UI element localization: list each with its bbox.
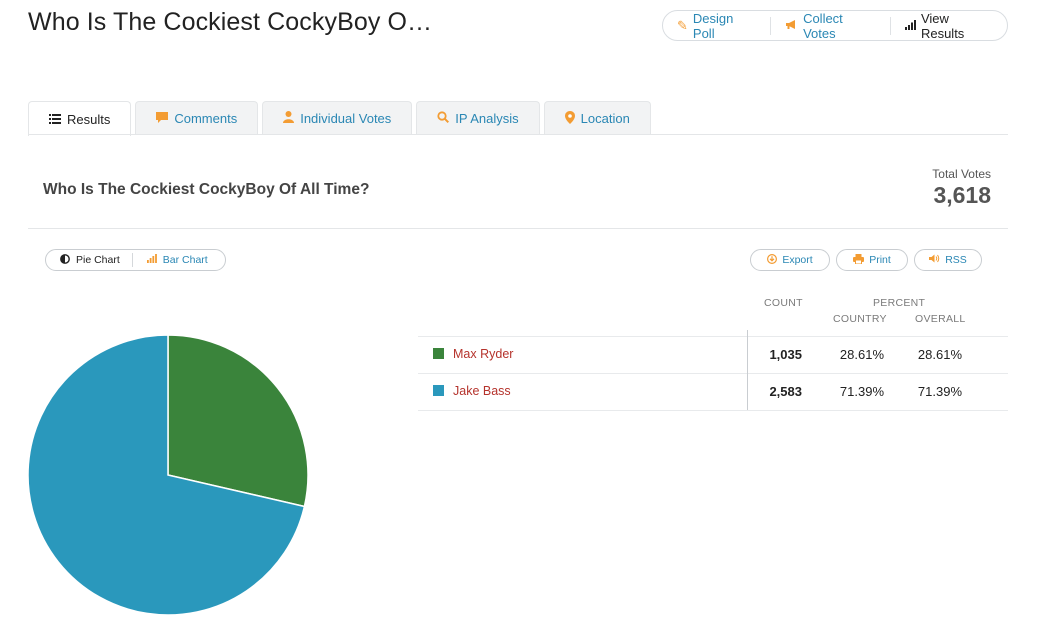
pie-slice-jake-bass[interactable] — [27, 334, 306, 616]
country-percent: 28.61% — [839, 347, 884, 362]
tab-individual-votes-label: Individual Votes — [300, 111, 392, 126]
bar-chart-label: Bar Chart — [162, 254, 208, 266]
tab-individual-votes[interactable]: Individual Votes — [262, 101, 413, 135]
map-pin-icon — [564, 110, 575, 127]
header-divider — [28, 228, 1008, 229]
rss-button[interactable]: RSS — [914, 249, 982, 271]
signal-bars-icon — [146, 254, 157, 266]
tab-location-label: Location — [580, 111, 630, 126]
rss-label: RSS — [945, 254, 967, 266]
overall-percent: 71.39% — [917, 384, 962, 399]
print-label: Print — [869, 254, 891, 266]
bar-chart-button[interactable]: Bar Chart — [133, 250, 220, 270]
pie-slice-max-ryder[interactable] — [167, 334, 309, 508]
option-name-link[interactable]: Max Ryder — [453, 347, 514, 361]
design-poll-label: Design Poll — [692, 10, 734, 41]
chart-type-toggle: Pie Chart Bar Chart — [45, 249, 226, 271]
row-divider — [418, 410, 1008, 411]
download-icon — [767, 253, 778, 267]
comment-icon — [156, 111, 169, 126]
column-divider — [747, 330, 748, 410]
view-results-button[interactable]: View Results — [891, 10, 1007, 41]
printer-icon — [853, 253, 865, 267]
legend-swatch — [433, 348, 444, 359]
collect-votes-label: Collect Votes — [803, 10, 843, 41]
tab-ip-analysis[interactable]: IP Analysis — [416, 101, 540, 135]
action-buttons: Export Print RSS — [750, 249, 982, 271]
tab-comments[interactable]: Comments — [135, 101, 259, 135]
percent-header: PERCENT — [873, 297, 926, 309]
count-header: COUNT — [764, 297, 803, 309]
nav-divider — [889, 16, 891, 35]
total-votes-value: 3,618 — [933, 182, 991, 208]
row-divider — [418, 336, 1008, 337]
country-header: COUNTRY — [833, 313, 887, 325]
speaker-icon — [929, 254, 940, 266]
export-button[interactable]: Export — [750, 249, 830, 271]
pencil-icon: ✎ — [677, 17, 688, 33]
results-tabs: Results Comments Individual Votes IP Ana… — [28, 101, 651, 136]
vote-count: 2,583 — [769, 384, 802, 399]
list-icon — [49, 112, 61, 127]
print-button[interactable]: Print — [836, 249, 908, 271]
user-icon — [283, 111, 295, 126]
legend-swatch — [433, 385, 444, 396]
design-poll-button[interactable]: ✎ Design Poll — [663, 10, 770, 41]
row-divider — [418, 373, 1008, 374]
pie-chart — [27, 334, 309, 616]
tab-results[interactable]: Results — [28, 101, 132, 136]
tab-comments-label: Comments — [174, 111, 238, 126]
toggle-divider — [131, 253, 133, 267]
overall-header: OVERALL — [915, 313, 966, 325]
signal-bars-icon — [904, 18, 916, 33]
tab-results-label: Results — [67, 111, 111, 127]
tabs-divider — [28, 134, 1008, 135]
pie-chart-label: Pie Chart — [76, 254, 120, 266]
tab-ip-analysis-label: IP Analysis — [455, 111, 519, 126]
half-circle-icon — [60, 253, 70, 267]
poll-question: Who Is The Cockiest CockyBoy Of All Time… — [43, 181, 370, 198]
top-nav: ✎ Design Poll Collect Votes View Results — [662, 10, 1008, 41]
vote-count: 1,035 — [769, 347, 802, 362]
pie-chart-button[interactable]: Pie Chart — [46, 250, 132, 270]
country-percent: 71.39% — [839, 384, 884, 399]
total-votes-label: Total Votes — [932, 167, 991, 181]
nav-divider — [770, 16, 772, 35]
search-icon — [437, 111, 450, 126]
megaphone-icon — [785, 18, 798, 33]
page-title: Who Is The Cockiest CockyBoy O… — [28, 8, 433, 36]
tab-location[interactable]: Location — [543, 101, 651, 135]
view-results-label: View Results — [920, 10, 965, 41]
collect-votes-button[interactable]: Collect Votes — [771, 10, 890, 41]
export-label: Export — [782, 254, 813, 266]
option-name-link[interactable]: Jake Bass — [453, 384, 511, 398]
overall-percent: 28.61% — [917, 347, 962, 362]
